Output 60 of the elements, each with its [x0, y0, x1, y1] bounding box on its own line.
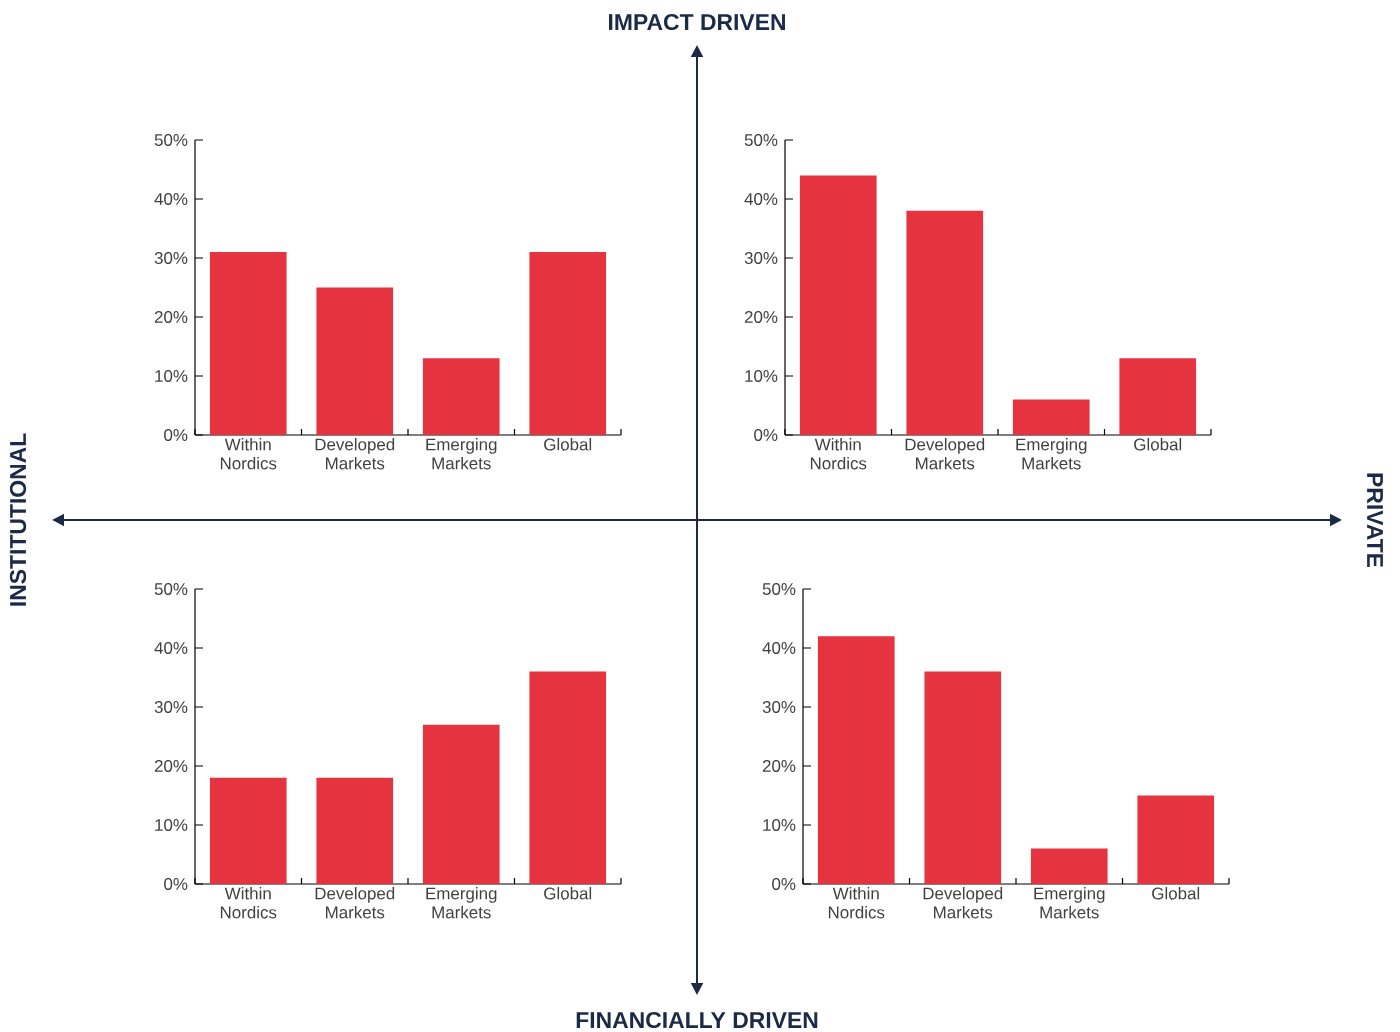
- y-tick-label: 10%: [763, 819, 796, 831]
- y-tick-label: 20%: [154, 760, 188, 772]
- x-tick-label: Global: [1152, 887, 1200, 900]
- bar: [529, 252, 607, 435]
- x-tick-label: Within Nordics: [828, 887, 885, 919]
- bar: [1137, 795, 1215, 884]
- x-tick-label: Developed Markets: [315, 887, 395, 919]
- y-tick-label: 50%: [154, 134, 188, 146]
- text: FINANCIALLY DRIVEN: [576, 1011, 818, 1029]
- y-tick-label: 40%: [744, 193, 778, 205]
- bar: [906, 210, 984, 435]
- x-tick-label: Emerging Markets: [426, 887, 497, 919]
- x-tick-label: Developed Markets: [923, 887, 1003, 919]
- y-tick-label: 0%: [772, 878, 796, 890]
- y-tick-label: 30%: [154, 252, 188, 264]
- x-tick-label: Developed Markets: [905, 438, 985, 470]
- bar: [1030, 848, 1108, 884]
- x-tick-label: Within Nordics: [220, 887, 277, 919]
- y-tick-label: 20%: [762, 760, 796, 772]
- y-tick-label: 40%: [154, 193, 188, 205]
- y-tick-label: 10%: [155, 819, 188, 831]
- y-tick-label: 0%: [164, 878, 188, 890]
- bar: [817, 636, 895, 884]
- x-tick-label: Global: [544, 438, 592, 451]
- y-tick-label: 50%: [744, 134, 778, 146]
- bar: [422, 358, 500, 435]
- y-tick-label: 50%: [762, 583, 796, 595]
- y-tick-label: 20%: [154, 311, 188, 323]
- y-tick-label: 10%: [155, 370, 188, 382]
- y-tick-label: 0%: [164, 429, 188, 441]
- x-tick-label: Global: [1134, 438, 1182, 451]
- y-tick-label: 30%: [154, 701, 188, 713]
- y-tick-label: 10%: [745, 370, 778, 382]
- bar: [1012, 399, 1090, 435]
- text: INSTITUTIONAL: [9, 433, 27, 606]
- bar: [209, 777, 287, 884]
- x-tick-label: Emerging Markets: [1034, 887, 1105, 919]
- x-tick-label: Global: [544, 887, 592, 900]
- bar: [422, 724, 500, 884]
- y-tick-label: 30%: [744, 252, 778, 264]
- bar: [924, 671, 1002, 884]
- bar: [209, 252, 287, 435]
- y-tick-label: 40%: [154, 642, 188, 654]
- x-tick-label: Emerging Markets: [426, 438, 497, 470]
- x-tick-label: Within Nordics: [220, 438, 277, 470]
- bar: [529, 671, 607, 884]
- bar: [799, 175, 877, 435]
- bar: [316, 287, 394, 435]
- x-tick-label: Within Nordics: [810, 438, 867, 470]
- bar: [1119, 358, 1197, 435]
- y-tick-label: 30%: [762, 701, 796, 713]
- y-tick-label: 40%: [762, 642, 796, 654]
- x-tick-label: Developed Markets: [315, 438, 395, 470]
- y-tick-label: 0%: [754, 429, 778, 441]
- bar: [316, 777, 394, 884]
- text: PRIVATE: [1367, 473, 1383, 568]
- x-tick-label: Emerging Markets: [1016, 438, 1087, 470]
- y-tick-label: 50%: [154, 583, 188, 595]
- y-tick-label: 20%: [744, 311, 778, 323]
- text: IMPACT DRIVEN: [609, 13, 785, 31]
